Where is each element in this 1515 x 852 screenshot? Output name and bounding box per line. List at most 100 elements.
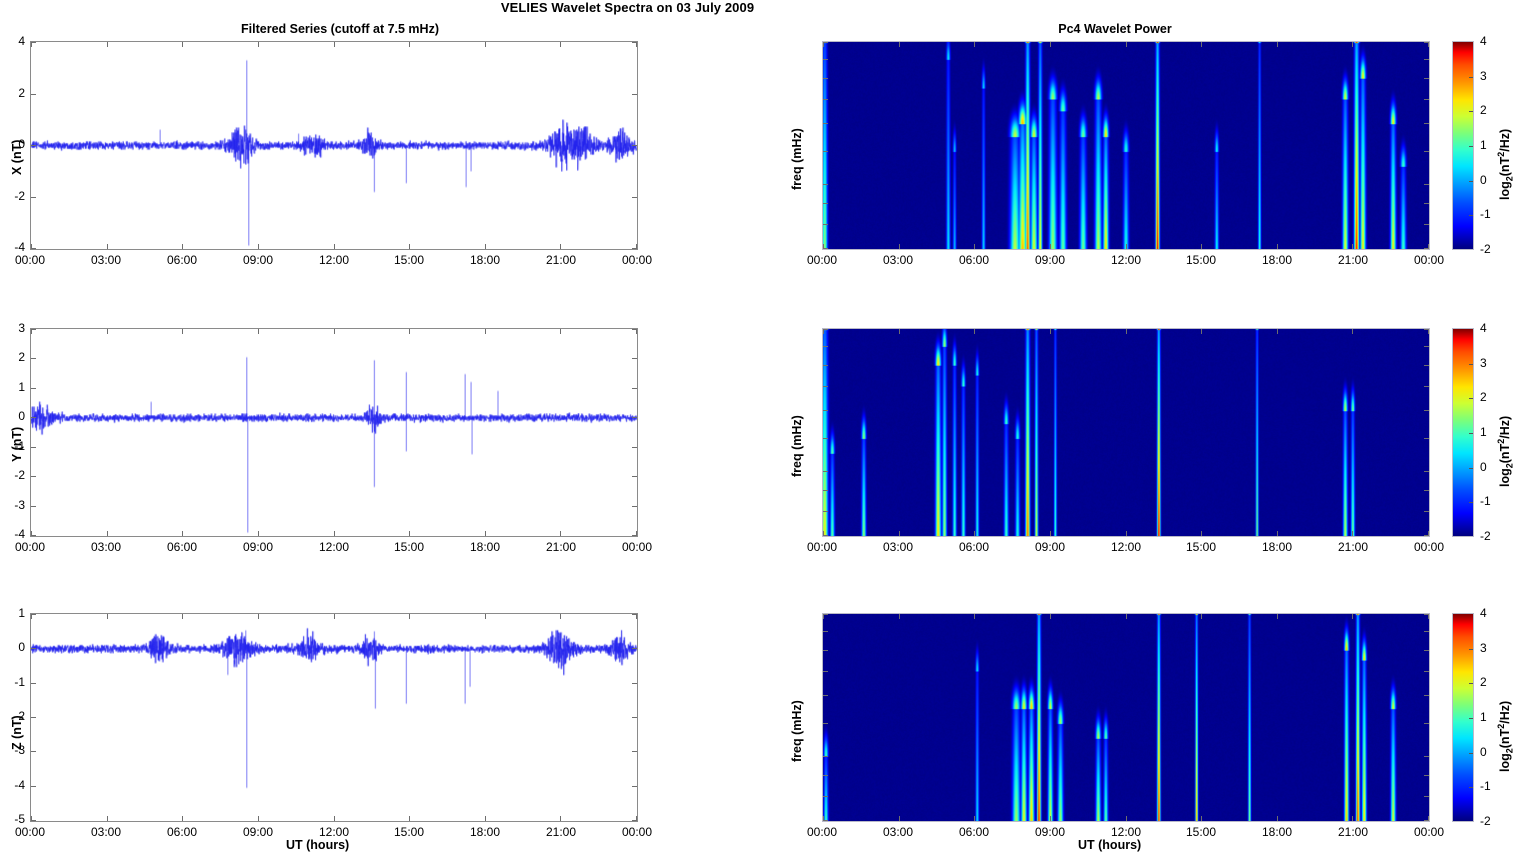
- axis-tick: [560, 329, 561, 334]
- spectrogram-axes-z[interactable]: 78910121416182022: [822, 613, 1430, 822]
- colorbar-tick-label: 1: [1480, 425, 1487, 439]
- axis-tick: [31, 816, 32, 821]
- colorbar-tick: [1469, 111, 1473, 112]
- axis-tick: [1352, 329, 1353, 334]
- axis-tick: [823, 123, 828, 124]
- colorbar-tick: [1469, 215, 1473, 216]
- axis-tick: [823, 59, 828, 60]
- freq-axis-title-z: freq (mHz): [790, 700, 804, 762]
- axis-tick: [107, 244, 108, 249]
- left-column-title: Filtered Series (cutoff at 7.5 mHz): [241, 22, 439, 36]
- axis-tick: [485, 329, 486, 334]
- x-tick-label: 00:00: [806, 540, 838, 554]
- axis-tick: [823, 631, 828, 632]
- axis-tick: [31, 648, 36, 649]
- timeseries-axes-x[interactable]: -4 -2 0 2 4: [14, 34, 638, 254]
- axis-tick: [823, 438, 828, 439]
- colorbar-y[interactable]: 4 3 2 1 0 -1 -2: [1452, 321, 1491, 543]
- axis-tick: [1126, 244, 1127, 249]
- axis-tick: [409, 614, 410, 619]
- y-tick-label: -3: [14, 743, 25, 757]
- y-tick-label: -2: [14, 468, 25, 482]
- y-tick-label: 2: [18, 350, 25, 364]
- axis-tick: [823, 796, 828, 797]
- axis-tick: [258, 244, 259, 249]
- axis-tick: [823, 775, 828, 776]
- colorbar-tick: [1469, 502, 1473, 503]
- x-tick-label: 21:00: [545, 540, 577, 554]
- x-tick-label: 06:00: [958, 540, 990, 554]
- axis-tick: [31, 506, 36, 507]
- axis-tick: [1424, 796, 1429, 797]
- axis-tick: [1050, 244, 1051, 249]
- axis-tick: [258, 614, 259, 619]
- axis-tick: [485, 816, 486, 821]
- axis-tick: [1424, 346, 1429, 347]
- axis-tick: [1201, 244, 1202, 249]
- axis-tick: [485, 531, 486, 536]
- axis-tick: [560, 42, 561, 47]
- axis-tick: [823, 386, 828, 387]
- axis-tick: [823, 471, 828, 472]
- x-tick-label: 21:00: [545, 253, 577, 267]
- x-tick-label: 18:00: [469, 253, 501, 267]
- spectrogram-canvas-y: [823, 329, 1429, 536]
- x-tick-label: 03:00: [90, 540, 122, 554]
- axis-tick: [107, 614, 108, 619]
- axis-tick: [1424, 438, 1429, 439]
- axis-tick: [823, 224, 828, 225]
- axis-tick: [31, 447, 36, 448]
- x-tick-label: 21:00: [1337, 253, 1369, 267]
- colorbar-tick-label: 0: [1480, 745, 1487, 759]
- axis-tick: [31, 717, 36, 718]
- axis-tick: [1424, 329, 1429, 330]
- axis-tick: [1424, 248, 1429, 249]
- axis-tick: [632, 820, 637, 821]
- colorbar-tick-label: -1: [1480, 207, 1491, 221]
- x-tick-label: 00:00: [1413, 540, 1445, 554]
- axis-tick: [560, 244, 561, 249]
- axis-tick: [823, 99, 828, 100]
- colorbar-x[interactable]: 4 3 2 1 0 -1 -2: [1452, 34, 1491, 256]
- axis-tick: [632, 447, 637, 448]
- colorbar-tick: [1469, 649, 1473, 650]
- spectrogram-axes-y[interactable]: 78910121416182022: [822, 328, 1430, 537]
- x-tick-label: 06:00: [958, 253, 990, 267]
- colorbar-label-text: log2(nT2/Hz): [1496, 700, 1515, 772]
- axis-tick: [1050, 614, 1051, 619]
- axis-tick: [1424, 123, 1429, 124]
- axis-tick: [1424, 511, 1429, 512]
- yaxis-title-z: Z (nT): [10, 715, 24, 750]
- axis-tick: [182, 531, 183, 536]
- timeseries-axes-z[interactable]: -5 -4 -3 -2 -1 0 1: [14, 606, 638, 826]
- x-tick-label: 00:00: [1413, 253, 1445, 267]
- axis-tick: [182, 42, 183, 47]
- x-tick-label: 12:00: [318, 825, 350, 839]
- axis-tick: [409, 531, 410, 536]
- x-tick-label: 21:00: [545, 825, 577, 839]
- colorbar-tick: [1469, 146, 1473, 147]
- axis-tick: [1424, 631, 1429, 632]
- x-tick-label: 15:00: [1185, 825, 1217, 839]
- timeseries-axes-y[interactable]: -4 -3 -2 -1 0 1 2 3: [14, 321, 638, 541]
- axis-tick: [899, 329, 900, 334]
- axis-tick: [823, 78, 828, 79]
- axis-tick: [31, 531, 32, 536]
- axis-tick: [182, 329, 183, 334]
- timeseries-canvas-y: [31, 329, 637, 536]
- axis-tick: [560, 816, 561, 821]
- x-tick-label: 09:00: [242, 253, 274, 267]
- colorbar-z[interactable]: 4 3 2 1 0 -1 -2: [1452, 606, 1491, 828]
- axis-tick: [31, 683, 36, 684]
- y-tick-label: -2: [14, 189, 25, 203]
- axis-tick: [1277, 42, 1278, 47]
- axis-tick: [1424, 224, 1429, 225]
- x-tick-label: 00:00: [621, 253, 653, 267]
- axis-tick: [1424, 650, 1429, 651]
- axis-tick: [823, 203, 828, 204]
- colorbar-tick: [1469, 753, 1473, 754]
- axis-tick: [823, 695, 828, 696]
- axis-tick: [1424, 410, 1429, 411]
- spectrogram-axes-x[interactable]: 78910121416182022: [822, 41, 1430, 250]
